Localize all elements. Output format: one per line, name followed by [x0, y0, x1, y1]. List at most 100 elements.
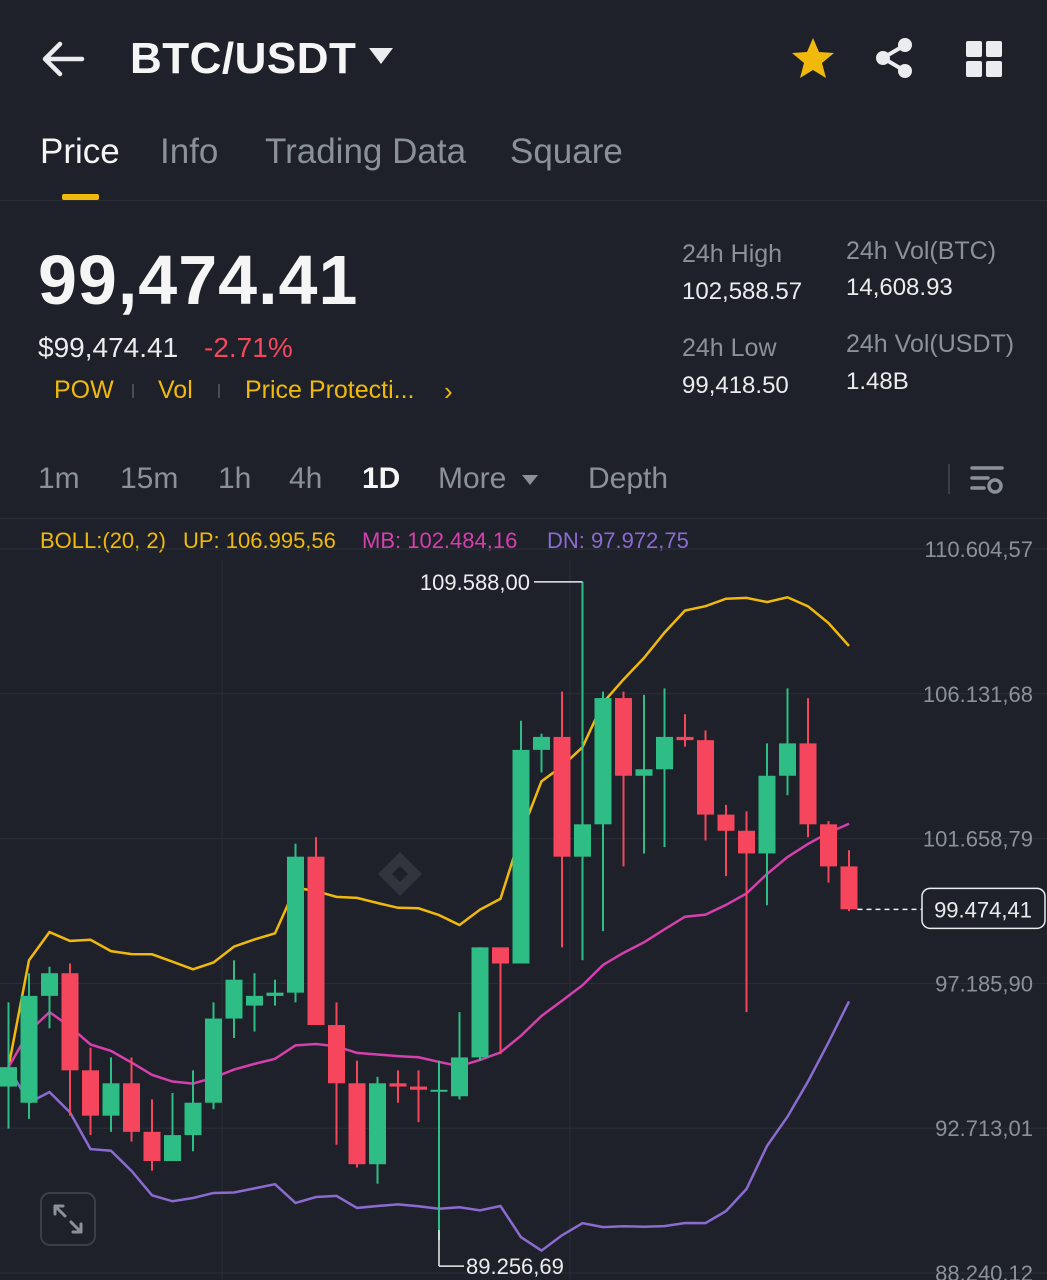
active-tab-indicator — [62, 194, 99, 200]
candle-body — [738, 830, 755, 854]
grid-icon[interactable] — [965, 40, 1003, 78]
interval-15m[interactable]: 15m — [120, 462, 179, 495]
y-axis-tick-label: 88.240,12 — [935, 1261, 1033, 1280]
tag-pow[interactable]: POW — [54, 376, 114, 404]
share-icon[interactable] — [872, 36, 916, 80]
tab-info[interactable]: Info — [160, 132, 219, 171]
candle-body — [656, 736, 673, 770]
candle-body — [471, 947, 489, 1058]
last-price-label: 99.474,41 — [934, 897, 1032, 922]
candle-body — [184, 1102, 202, 1136]
divider — [0, 518, 1047, 519]
candle-body — [123, 1083, 140, 1132]
candle-body — [287, 856, 304, 993]
candle-body — [451, 1057, 468, 1097]
candle-body — [430, 1089, 448, 1092]
tab-square[interactable]: Square — [510, 132, 623, 171]
candle-body — [512, 749, 530, 964]
candle-body — [348, 1083, 366, 1165]
binance-watermark — [378, 852, 422, 896]
pair-title[interactable]: BTC/USDT — [130, 34, 357, 83]
boll-lower-line — [7, 1000, 851, 1253]
candle-body — [389, 1083, 407, 1087]
candle-body — [266, 992, 284, 996]
candle-body — [553, 736, 571, 857]
interval-1h[interactable]: 1h — [218, 462, 252, 495]
candle-body — [328, 1025, 345, 1084]
candle-body — [697, 740, 714, 815]
stat-high-value: 102,588.57 — [682, 278, 803, 305]
price-usd: $99,474.41 — [38, 332, 179, 363]
candle-body — [758, 775, 776, 854]
candle-body — [246, 995, 263, 1006]
candle-body — [533, 736, 550, 750]
candle-body — [61, 973, 79, 1071]
interval-1d[interactable]: 1D — [362, 462, 401, 495]
candle-body — [102, 1083, 120, 1116]
stat-high-label: 24h High — [682, 240, 783, 268]
candle-body — [20, 995, 38, 1103]
candle-body — [82, 1070, 99, 1116]
candle-body — [492, 947, 509, 964]
candle-body — [205, 1018, 222, 1103]
candle-body — [41, 973, 58, 996]
bollinger-bands — [7, 595, 851, 1253]
candle-body — [143, 1131, 161, 1161]
boll-middle-line — [7, 822, 850, 1085]
candle-body — [635, 769, 653, 776]
stat-vol-usdt-value: 1.48B — [846, 368, 909, 395]
stat-low-value: 99,418.50 — [682, 372, 789, 399]
candle-body — [717, 814, 735, 831]
chevron-right-icon[interactable]: › — [444, 376, 453, 406]
tab-price[interactable]: Price — [40, 132, 120, 171]
back-arrow-icon[interactable] — [40, 36, 88, 82]
candle-body — [840, 866, 858, 910]
caret-down-icon[interactable] — [522, 474, 538, 486]
y-axis-tick-label: 92.713,01 — [935, 1116, 1033, 1141]
tab-trading-data[interactable]: Trading Data — [265, 132, 467, 171]
last-price-box — [921, 887, 1046, 930]
y-axis-tick-label: 101.658,79 — [923, 827, 1033, 852]
candlestick-chart[interactable]: 110.604,57 106.131,68 101.658,79 97.185,90 8… — [0, 520, 1047, 1280]
min-price-label: 89.256,69 — [466, 1254, 564, 1279]
chart-grid — [0, 548, 1047, 1280]
tag-vol[interactable]: Vol — [158, 376, 193, 404]
divider — [0, 200, 1047, 201]
candle-body — [0, 1067, 17, 1087]
tag-divider — [218, 384, 220, 398]
candle-body — [164, 1135, 181, 1161]
tag-divider — [132, 384, 134, 398]
candle-body — [594, 698, 612, 825]
star-icon[interactable] — [790, 36, 836, 80]
y-axis-tick-label: 110.604,57 — [925, 537, 1033, 562]
expand-icon — [53, 1204, 83, 1234]
price-change: -2.71% — [204, 332, 293, 363]
stat-vol-usdt-label: 24h Vol(USDT) — [846, 330, 1015, 358]
y-axis-tick-label: 97.185,90 — [935, 971, 1033, 996]
candle-body — [779, 743, 796, 776]
interval-4h[interactable]: 4h — [289, 462, 323, 495]
divider — [948, 464, 950, 494]
candle-body — [410, 1086, 427, 1090]
interval-1m[interactable]: 1m — [38, 462, 80, 495]
chart-settings-icon[interactable] — [970, 464, 1004, 496]
candle-body — [369, 1083, 386, 1165]
expand-chart-button[interactable] — [40, 1192, 96, 1246]
max-price-label: 109.588,00 — [420, 570, 530, 595]
tag-price-protection[interactable]: Price Protecti... — [245, 376, 415, 404]
candle-body — [307, 856, 325, 1026]
caret-down-icon[interactable] — [368, 46, 394, 66]
interval-more[interactable]: More — [438, 462, 507, 495]
candle-body — [225, 979, 243, 1019]
candle-body — [574, 824, 591, 857]
stat-vol-btc-label: 24h Vol(BTC) — [846, 237, 997, 265]
stat-low-label: 24h Low — [682, 334, 777, 362]
last-price: 99,474.41 — [38, 241, 359, 319]
y-axis-tick-label: 106.131,68 — [923, 682, 1033, 707]
candles — [0, 581, 858, 1241]
chart-labels: 110.604,57 106.131,68 101.658,79 97.185,90 8… — [420, 537, 1046, 1280]
candle-body — [820, 824, 837, 867]
interval-depth[interactable]: Depth — [588, 462, 669, 495]
candle-body — [799, 743, 817, 825]
boll-upper-line — [7, 595, 850, 1068]
